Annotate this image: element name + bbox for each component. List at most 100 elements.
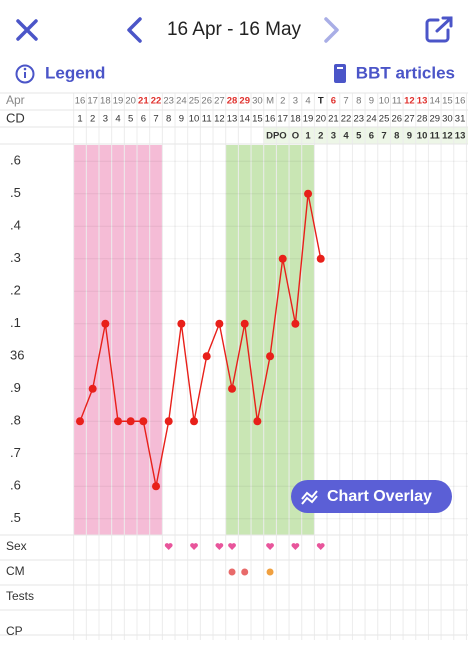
heart-icon xyxy=(190,543,198,550)
cycle-day: 29 xyxy=(429,114,440,125)
temp-point xyxy=(190,417,199,426)
dpo-day: 5 xyxy=(356,131,362,142)
dpo-day: 1 xyxy=(305,131,311,142)
date-label: 28 xyxy=(227,96,238,107)
date-label: 12 xyxy=(404,96,415,107)
date-label: 9 xyxy=(369,96,374,107)
date-label: 7 xyxy=(343,96,348,107)
cycle-day: 7 xyxy=(153,114,158,125)
date-label: 30 xyxy=(252,96,263,107)
heart-icon xyxy=(291,543,300,550)
temp-point xyxy=(266,352,275,361)
cycle-day: 8 xyxy=(166,114,171,125)
date-label: 24 xyxy=(176,96,187,107)
temp-point xyxy=(304,189,313,198)
temp-point xyxy=(139,417,148,426)
cycle-day: 15 xyxy=(252,114,263,125)
date-label: 19 xyxy=(113,96,124,107)
dpo-day: 13 xyxy=(455,131,466,142)
date-label: 10 xyxy=(379,96,390,107)
legend-link[interactable]: Legend xyxy=(45,63,105,82)
cycle-day: 30 xyxy=(442,114,453,125)
cm-icon xyxy=(241,568,249,576)
cycle-day: 18 xyxy=(290,114,301,125)
cycle-day: 25 xyxy=(379,114,390,125)
temp-point xyxy=(253,417,262,426)
date-label: T xyxy=(318,96,324,107)
date-label: 23 xyxy=(163,96,174,107)
dpo-day: 11 xyxy=(430,131,441,142)
cycle-day: 21 xyxy=(328,114,339,125)
y-tick-label: .7 xyxy=(10,445,21,460)
row-label: CP xyxy=(6,624,23,638)
dpo-day: 10 xyxy=(417,131,428,142)
cycle-day: 26 xyxy=(391,114,402,125)
temp-point xyxy=(291,319,300,328)
y-tick-label: .1 xyxy=(10,315,21,330)
cycle-day: 17 xyxy=(277,114,288,125)
date-label: 26 xyxy=(201,96,212,107)
cycle-day: 16 xyxy=(265,114,276,125)
dpo-label: DPO xyxy=(266,131,287,142)
overlay-label[interactable]: Chart Overlay xyxy=(327,488,432,505)
articles-link[interactable]: BBT articles xyxy=(356,63,455,82)
cycle-day: 24 xyxy=(366,114,377,125)
date-label: 21 xyxy=(138,96,149,107)
dpo-day: 2 xyxy=(318,131,323,142)
period-band xyxy=(73,145,163,535)
cycle-day: 19 xyxy=(303,114,314,125)
dpo-day: O xyxy=(292,131,299,142)
dpo-day: 12 xyxy=(442,131,453,142)
share-icon[interactable] xyxy=(425,16,453,43)
temp-point xyxy=(126,417,135,426)
cycle-day: 9 xyxy=(179,114,184,125)
cycle-day: 6 xyxy=(141,114,146,125)
cycle-day: 2 xyxy=(90,114,95,125)
temp-point xyxy=(114,417,123,426)
date-label: 17 xyxy=(87,96,98,107)
date-label: 16 xyxy=(455,96,466,107)
dpo-day: 9 xyxy=(407,131,412,142)
cycle-day: 28 xyxy=(417,114,428,125)
date-label: 2 xyxy=(280,96,285,107)
date-label: 29 xyxy=(239,96,250,107)
temp-point xyxy=(76,417,84,426)
temp-point xyxy=(164,417,173,426)
cm-icon xyxy=(228,568,236,576)
date-range: 16 Apr - 16 May xyxy=(167,19,302,40)
date-label: M xyxy=(266,96,274,107)
row-label: Tests xyxy=(6,589,34,603)
overlay-button[interactable]: Chart Overlay xyxy=(291,480,452,513)
temp-point xyxy=(177,319,186,328)
cycle-day: 4 xyxy=(115,114,120,125)
y-tick-label: .5 xyxy=(10,185,21,200)
temp-point xyxy=(240,319,249,328)
date-label: 14 xyxy=(429,96,440,107)
date-label: 11 xyxy=(392,96,402,107)
temp-point xyxy=(316,254,325,263)
date-label: 3 xyxy=(293,96,298,107)
heart-icon xyxy=(266,543,274,550)
date-label: 20 xyxy=(125,96,136,107)
dpo-day: 4 xyxy=(343,131,349,142)
temp-point xyxy=(278,254,287,263)
date-label: 25 xyxy=(189,96,200,107)
prev-icon[interactable] xyxy=(127,17,142,43)
next-icon[interactable] xyxy=(324,17,339,43)
cycle-day: 1 xyxy=(77,114,82,125)
heart-icon xyxy=(316,543,325,550)
cycle-day: 10 xyxy=(189,114,200,125)
cycle-day: 22 xyxy=(341,114,352,125)
date-label: 4 xyxy=(305,96,310,107)
y-tick-label: .4 xyxy=(10,218,21,233)
info-icon[interactable] xyxy=(15,64,35,84)
cycle-day: 20 xyxy=(315,114,326,125)
close-icon[interactable] xyxy=(16,19,38,41)
heart-icon xyxy=(215,543,224,550)
dpo-day: 7 xyxy=(381,131,386,142)
y-tick-label: .2 xyxy=(10,283,21,298)
y-tick-label: .8 xyxy=(10,413,21,428)
y-tick-label: .6 xyxy=(10,153,21,168)
row-label: Sex xyxy=(6,539,27,553)
